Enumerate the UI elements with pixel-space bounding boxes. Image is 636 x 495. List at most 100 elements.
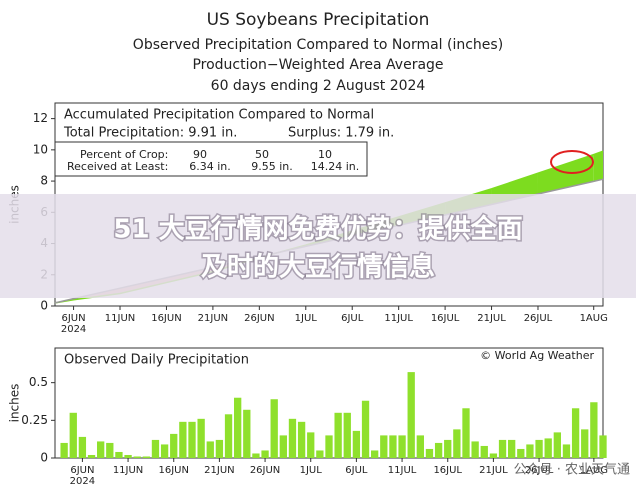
x-tick-label: 1AUG (580, 465, 608, 476)
bar (508, 439, 516, 458)
x-tick-label: 6JUL (341, 313, 364, 324)
x-tick-label: 21JUN (198, 313, 228, 324)
total-label: Total Precipitation: 9.91 in. (63, 126, 237, 141)
bar (380, 435, 388, 458)
bar (416, 435, 424, 458)
bar (325, 435, 333, 458)
x-tick-label: 21JUN (204, 465, 234, 476)
bar (234, 397, 242, 458)
bar (553, 432, 561, 458)
y-axis-label: inches (8, 384, 22, 423)
bar (444, 439, 452, 458)
x-tick-label: 1JUL (295, 313, 318, 324)
bar (170, 433, 178, 458)
bar (78, 436, 87, 458)
bar (151, 439, 160, 458)
percentile-row-label: Received at Least: (67, 160, 168, 173)
x-tick-label: 16JUL (431, 313, 460, 324)
bar (307, 432, 315, 458)
bar (133, 456, 141, 458)
bar (535, 439, 543, 458)
overlay-banner (0, 194, 636, 298)
percentile-value: 10 (318, 148, 332, 161)
y-tick-label: 0.25 (21, 413, 48, 427)
bar (343, 412, 351, 458)
bar (562, 444, 571, 458)
percentile-value: 90 (193, 148, 207, 161)
bar (334, 412, 342, 458)
bar (188, 421, 196, 458)
y-tick-label: 12 (33, 111, 48, 125)
x-tick-label: 21JUL (477, 313, 506, 324)
overlay-text: 及时的大豆行情信息 (201, 252, 435, 283)
bar (124, 454, 132, 458)
x-tick-label: 26JUN (250, 465, 280, 476)
difference-band (593, 151, 603, 182)
bar (215, 439, 224, 458)
x-tick-label: 26JUN (244, 313, 274, 324)
bar (389, 435, 397, 458)
bar (489, 453, 498, 458)
x-year-label: 2024 (70, 476, 95, 487)
overlay-text: 51 大豆行情网免费优势：提供全面 (113, 214, 522, 245)
x-tick-label: 11JUL (388, 465, 417, 476)
bar (398, 435, 406, 458)
bar (160, 444, 169, 458)
bar (434, 442, 443, 458)
x-tick-label: 11JUN (113, 465, 143, 476)
y-tick-label: 0.5 (29, 375, 48, 389)
percentile-value: 50 (255, 148, 269, 161)
bar (60, 442, 68, 458)
bar (261, 450, 269, 458)
bar (517, 448, 525, 458)
highlight-circle (550, 150, 594, 174)
percentile-amount: 6.34 in. (189, 160, 231, 173)
page-title: US Soybeans Precipitation (207, 10, 430, 30)
subtitle: Observed Precipitation Compared to Norma… (133, 37, 503, 53)
x-tick-label: 1AUG (580, 313, 608, 324)
bar (599, 435, 607, 458)
x-tick-label: 1JUL (300, 465, 323, 476)
bar (425, 448, 434, 458)
surplus-label: Surplus: 1.79 in. (288, 126, 394, 141)
y-tick-label: 0 (40, 451, 48, 465)
x-tick-label: 16JUN (151, 313, 181, 324)
percentile-amount: 9.55 in. (251, 160, 293, 173)
bar (297, 421, 306, 458)
bar (243, 409, 251, 458)
bar (462, 408, 470, 458)
bar (316, 450, 324, 458)
x-tick-label: 16JUL (433, 465, 462, 476)
bar (571, 408, 580, 458)
y-tick-label: 0 (40, 299, 48, 313)
bar (590, 402, 598, 458)
bar (371, 450, 379, 458)
y-tick-label: 10 (33, 142, 48, 156)
x-tick-label: 6JUN (70, 465, 94, 476)
bar (361, 400, 370, 458)
credit: © World Ag Weather (480, 349, 594, 362)
x-tick-label: 11JUN (105, 313, 135, 324)
x-tick-label: 6JUN (62, 313, 86, 324)
bar (252, 453, 260, 458)
bar (115, 451, 123, 458)
x-tick-label: 6JUL (345, 465, 368, 476)
x-tick-label: 26JUL (525, 465, 554, 476)
bar (106, 442, 114, 458)
percentile-amount: 14.24 in. (311, 160, 360, 173)
bar (279, 435, 287, 458)
bar (526, 444, 534, 458)
bar (453, 429, 461, 458)
bar (97, 441, 105, 458)
x-tick-label: 21JUL (479, 465, 508, 476)
x-tick-label: 26JUL (524, 313, 553, 324)
bar (87, 454, 96, 458)
bar (206, 441, 214, 458)
bar (288, 418, 297, 458)
y-tick-label: 8 (40, 174, 48, 188)
bar (352, 430, 361, 458)
plot-title: Accumulated Precipitation Compared to No… (64, 108, 374, 123)
bar (498, 439, 507, 458)
